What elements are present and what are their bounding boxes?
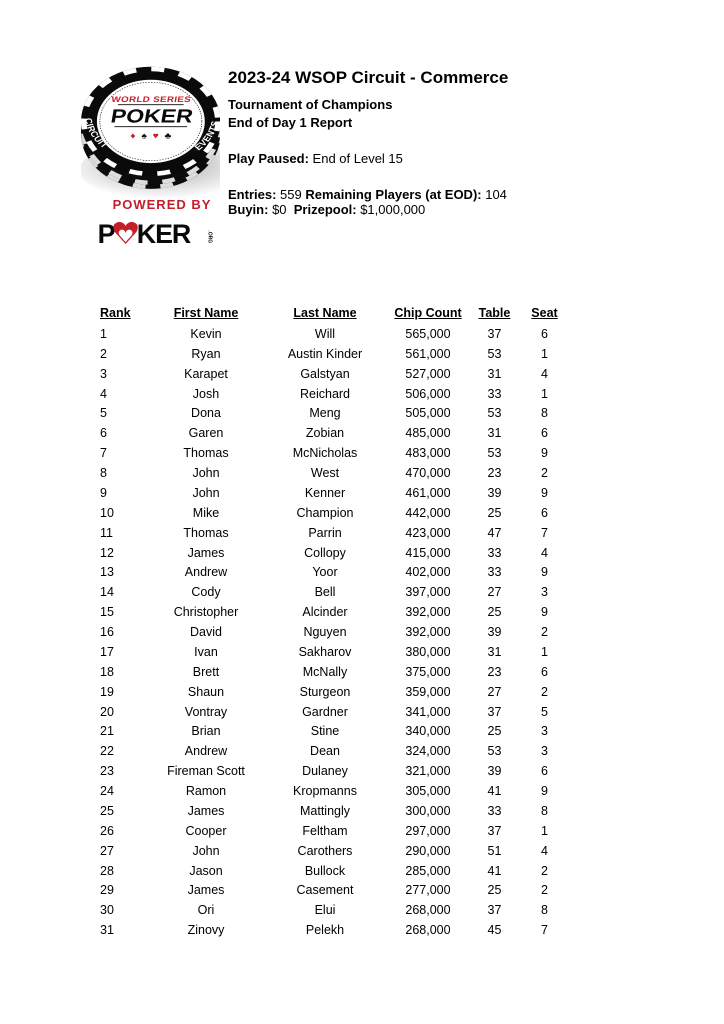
svg-text:POKER: POKER [109, 106, 195, 127]
svg-text:P: P [98, 219, 115, 249]
svg-text:.ORG: .ORG [206, 230, 212, 243]
svg-text:WORLD SERIES: WORLD SERIES [111, 95, 192, 104]
svg-text:KER: KER [137, 219, 191, 249]
